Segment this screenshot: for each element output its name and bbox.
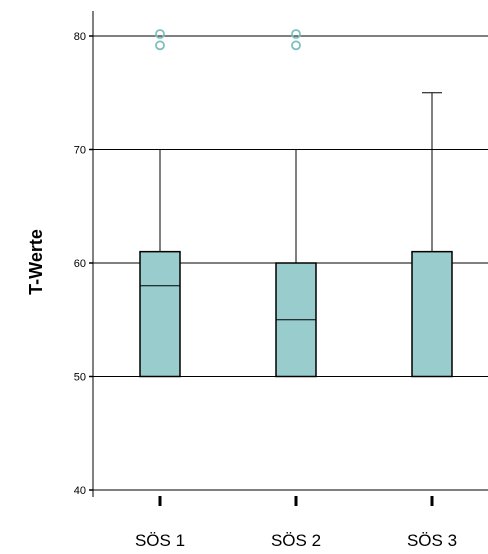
x-tick-label-2: SÖS 2 (271, 531, 321, 550)
boxes (139, 29, 453, 378)
y-ticks: 40 50 60 70 80 (74, 31, 93, 497)
outlier-2-1 (291, 40, 301, 51)
box-group-3 (411, 92, 453, 378)
box-group-2 (275, 29, 317, 378)
y-axis-label: T-Werte (26, 229, 46, 295)
x-tick-label-1: SÖS 1 (135, 531, 185, 550)
box-3 (411, 250, 453, 378)
outlier-1-2 (155, 29, 165, 39)
y-tick-label-40: 40 (74, 485, 86, 497)
outlier-2-2 (291, 29, 301, 39)
outlier-1-1 (155, 40, 165, 51)
x-ticks: SÖS 1 SÖS 2 SÖS 3 (135, 496, 457, 550)
y-tick-label-80: 80 (74, 31, 86, 43)
y-tick-label-70: 70 (74, 145, 86, 157)
box-1 (139, 250, 181, 378)
y-tick-label-60: 60 (74, 258, 86, 270)
x-tick-label-3: SÖS 3 (407, 531, 457, 550)
y-tick-label-50: 50 (74, 372, 86, 384)
box-group-1 (139, 29, 181, 378)
